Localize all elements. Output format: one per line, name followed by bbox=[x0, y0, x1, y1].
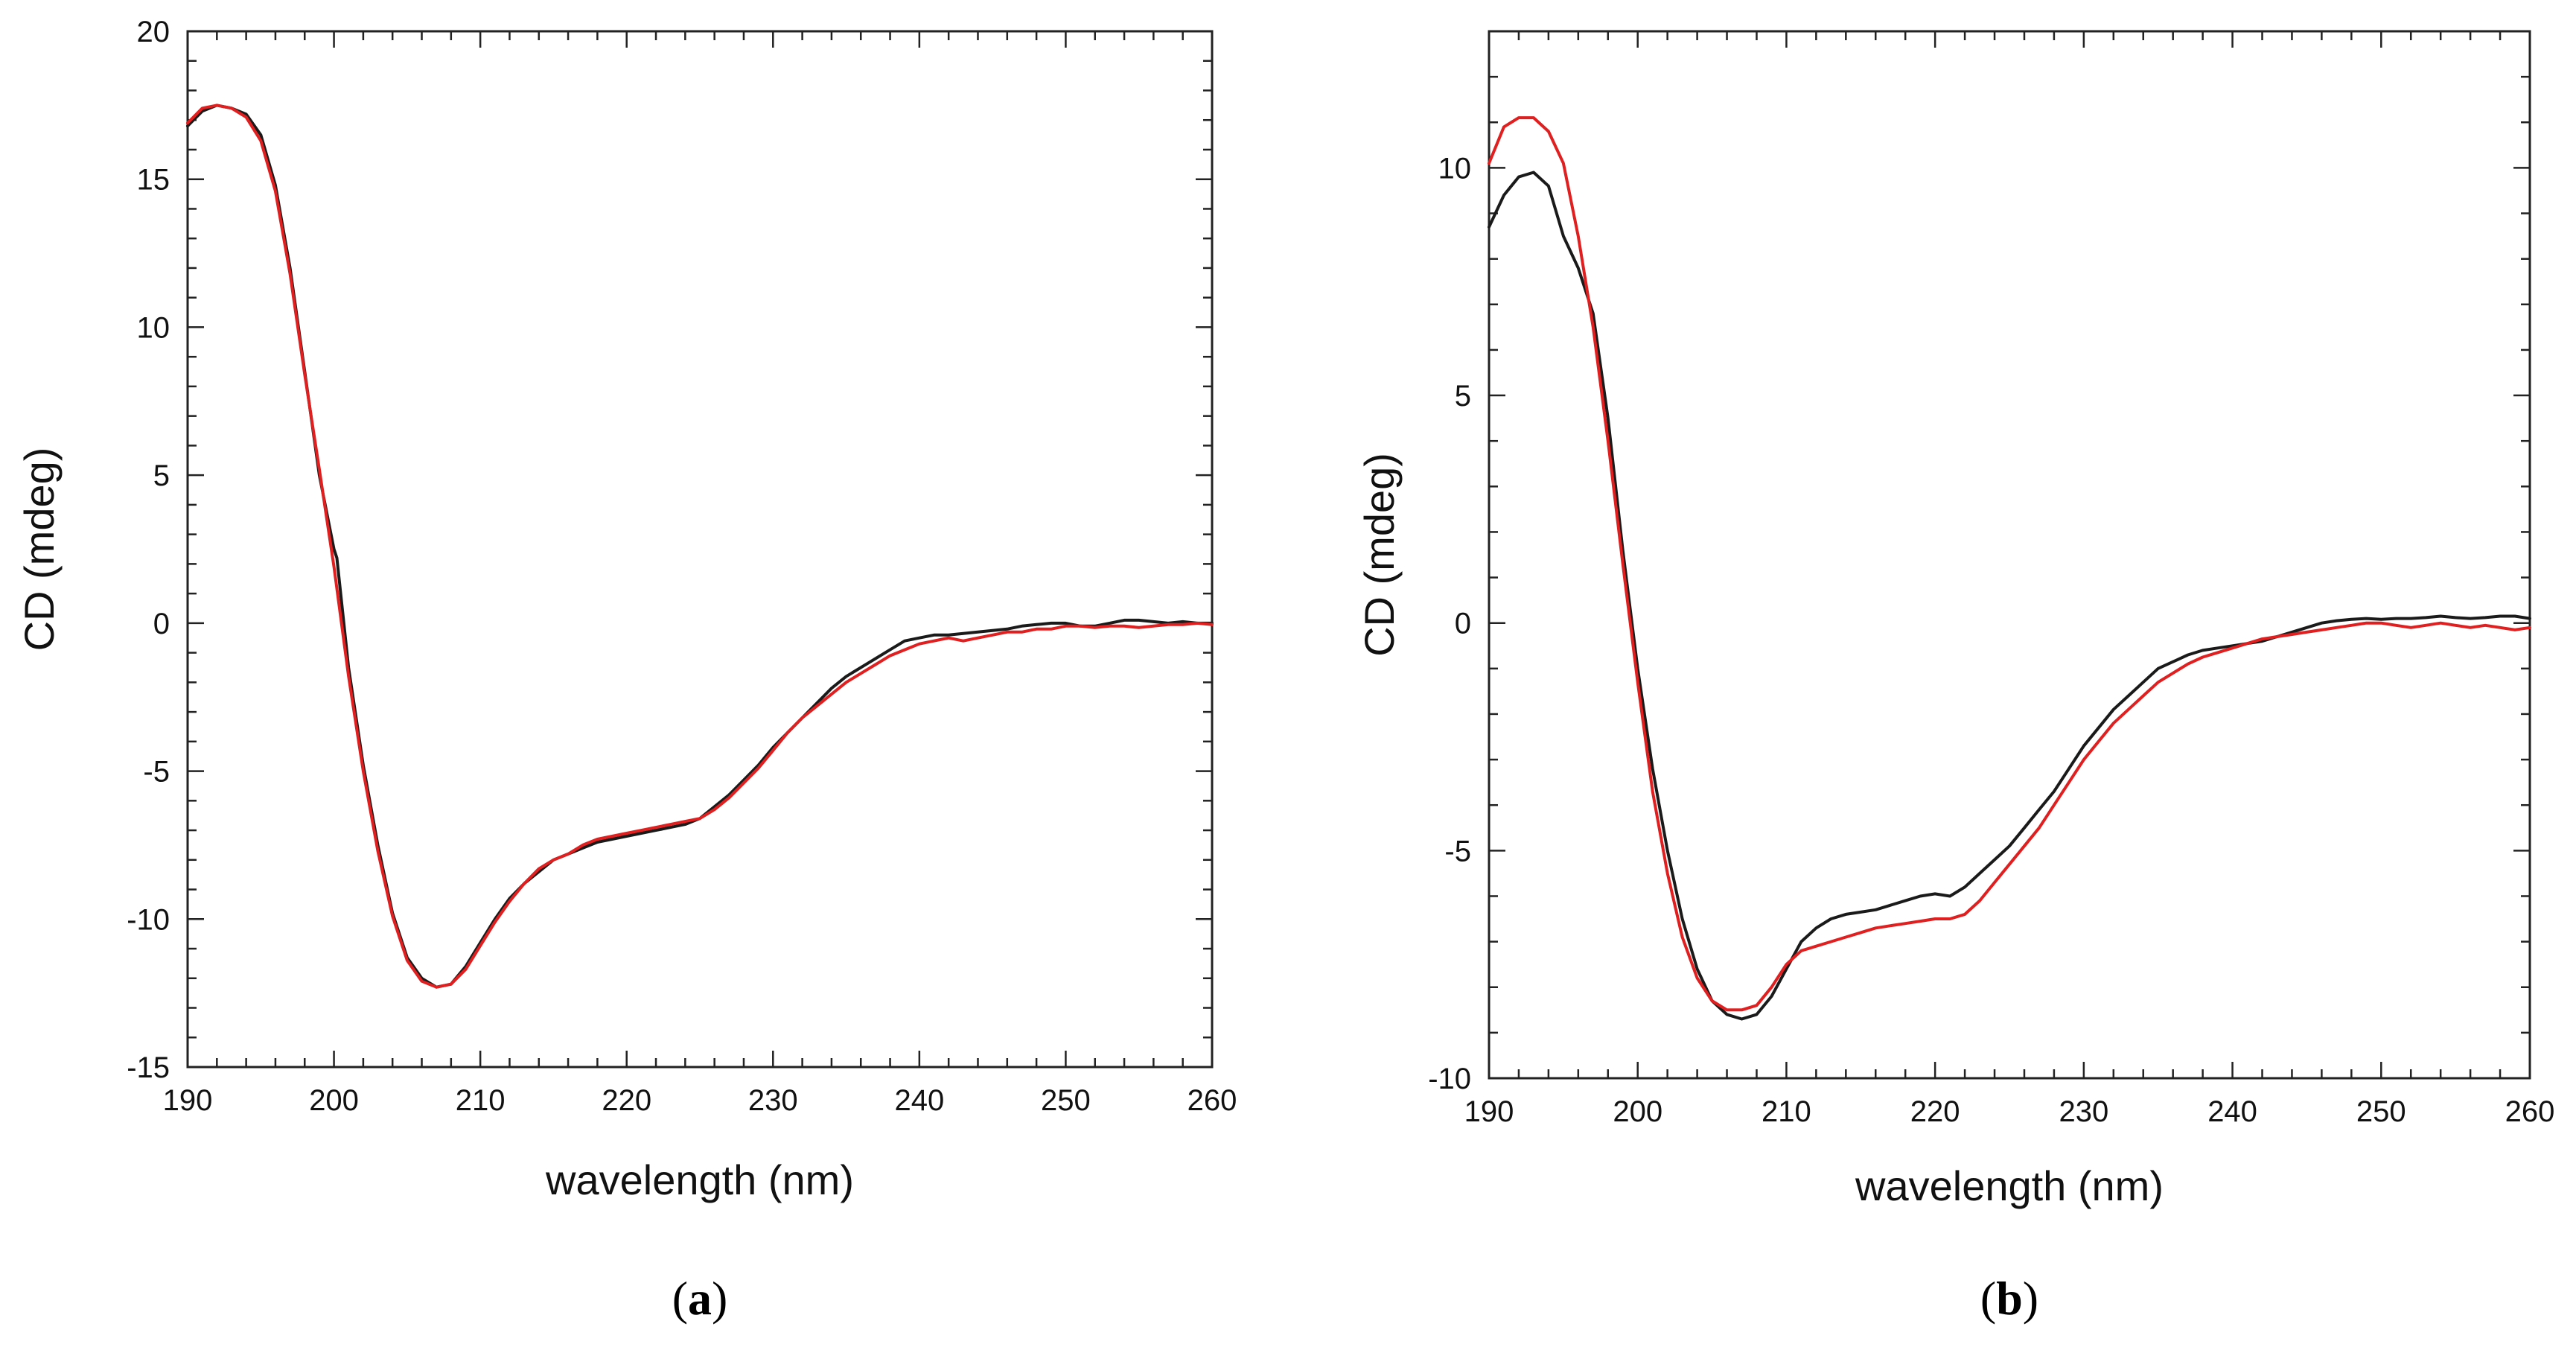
panel-label: (a) bbox=[672, 1272, 728, 1325]
y-tick-label: -10 bbox=[1428, 1063, 1471, 1095]
y-tick-label: 5 bbox=[1455, 380, 1471, 413]
panel-letter: b bbox=[1996, 1272, 2023, 1325]
x-tick-label: 200 bbox=[1613, 1095, 1662, 1128]
x-tick-label: 190 bbox=[1464, 1095, 1514, 1128]
x-tick-label: 230 bbox=[748, 1084, 798, 1117]
x-tick-label: 260 bbox=[1187, 1084, 1237, 1117]
x-tick-label: 210 bbox=[1762, 1095, 1811, 1128]
y-tick-label: 10 bbox=[1438, 152, 1472, 185]
panel-letter: a bbox=[688, 1272, 712, 1325]
series-line-black bbox=[1488, 171, 2531, 1021]
x-tick-label: 220 bbox=[1910, 1095, 1960, 1128]
x-tick-label: 200 bbox=[309, 1084, 359, 1117]
x-axis-title: wavelength (nm) bbox=[545, 1156, 854, 1203]
y-axis-title: CD (mdeg) bbox=[16, 448, 63, 652]
x-tick-label: 230 bbox=[2059, 1095, 2108, 1128]
panel-a: 190 200 210 220 230 240 250 260 -15 -10 -5 0 5 10 15 20… bbox=[16, 16, 1237, 1325]
series-line-red bbox=[186, 104, 1214, 989]
y-tick-label: -5 bbox=[1444, 835, 1471, 867]
series-line-black bbox=[186, 104, 1214, 989]
x-tick-label: 210 bbox=[456, 1084, 506, 1117]
y-tick-label: 5 bbox=[153, 459, 170, 492]
x-tick-label: 240 bbox=[2207, 1095, 2257, 1128]
x-tick-label: 220 bbox=[602, 1084, 651, 1117]
panel-label: (b) bbox=[1980, 1272, 2038, 1325]
y-tick-label: -5 bbox=[143, 756, 170, 789]
x-tick-label: 190 bbox=[163, 1084, 213, 1117]
y-axis-title: CD (mdeg) bbox=[1356, 453, 1403, 657]
y-tick-label: 20 bbox=[137, 16, 170, 48]
panel-b: 190 200 210 220 230 240 250 260 -10 -5 0 5 10 wavelen… bbox=[1356, 30, 2555, 1325]
x-axis-title: wavelength (nm) bbox=[1855, 1162, 2164, 1209]
plot-frame bbox=[186, 30, 1214, 1069]
y-tick-label: 0 bbox=[153, 608, 170, 640]
y-tick-label: -15 bbox=[127, 1051, 170, 1084]
x-tick-label: 250 bbox=[2356, 1095, 2406, 1128]
y-tick-label: 0 bbox=[1455, 608, 1471, 640]
x-tick-label: 260 bbox=[2505, 1095, 2555, 1128]
x-tick-label: 240 bbox=[894, 1084, 944, 1117]
y-tick-label: -10 bbox=[127, 903, 170, 936]
y-tick-label: 15 bbox=[137, 164, 170, 197]
y-tick-label: 10 bbox=[137, 311, 170, 344]
plot-frame bbox=[1488, 30, 2531, 1080]
x-tick-label: 250 bbox=[1041, 1084, 1091, 1117]
series-line-red bbox=[1488, 116, 2531, 1012]
